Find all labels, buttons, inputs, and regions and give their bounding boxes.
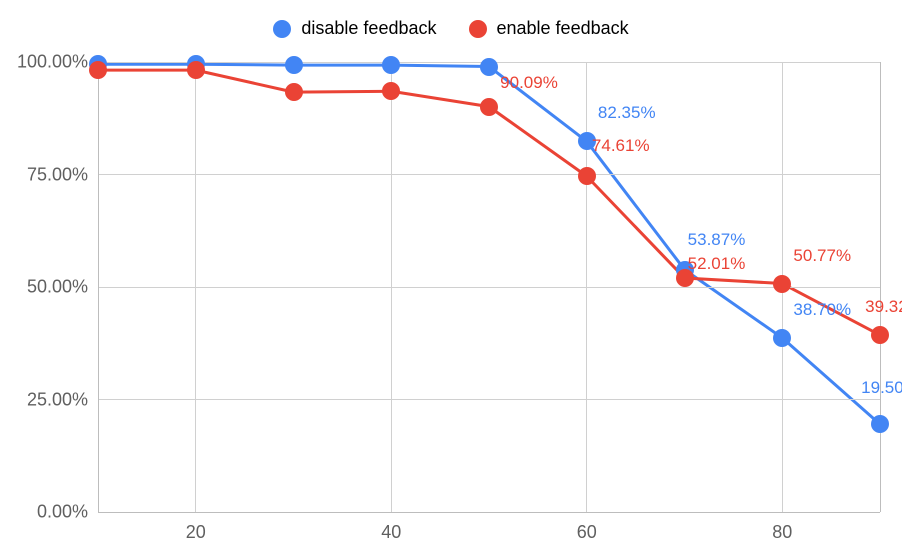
axis-border-left	[98, 62, 99, 512]
data-label: 53.87%	[688, 230, 746, 250]
legend-label: enable feedback	[497, 18, 629, 39]
legend-label: disable feedback	[301, 18, 436, 39]
x-axis-tick-label: 60	[577, 512, 597, 543]
series-marker	[285, 83, 303, 101]
y-axis-tick-label: 0.00%	[37, 502, 98, 523]
series-marker	[285, 56, 303, 74]
legend-swatch-icon	[273, 20, 291, 38]
series-marker	[578, 167, 596, 185]
gridline-horizontal	[98, 512, 880, 513]
y-axis-tick-label: 50.00%	[27, 277, 98, 298]
series-marker	[89, 61, 107, 79]
legend-item-enable-feedback: enable feedback	[469, 18, 629, 39]
series-marker	[187, 61, 205, 79]
data-label: 50.77%	[793, 246, 851, 266]
legend-swatch-icon	[469, 20, 487, 38]
series-marker	[480, 98, 498, 116]
series-marker	[480, 58, 498, 76]
x-axis-tick-label: 40	[381, 512, 401, 543]
gridline-vertical	[195, 62, 196, 512]
series-marker	[773, 275, 791, 293]
data-label: 74.61%	[592, 136, 650, 156]
data-label: 90.09%	[500, 73, 558, 93]
x-axis-tick-label: 80	[772, 512, 792, 543]
y-axis-tick-label: 75.00%	[27, 164, 98, 185]
gridline-horizontal	[98, 174, 880, 175]
series-marker	[871, 415, 889, 433]
plot-area: 0.00%25.00%50.00%75.00%100.00%2040608082…	[98, 62, 880, 512]
gridline-vertical	[391, 62, 392, 512]
series-marker	[773, 329, 791, 347]
series-line	[98, 64, 880, 424]
legend-item-disable-feedback: disable feedback	[273, 18, 436, 39]
chart-root: disable feedback enable feedback 0.00%25…	[0, 0, 902, 558]
y-axis-tick-label: 100.00%	[17, 52, 98, 73]
data-label: 82.35%	[598, 103, 656, 123]
data-label: 19.50%	[861, 378, 902, 398]
series-marker	[382, 82, 400, 100]
axis-border-right	[880, 62, 881, 512]
data-label: 52.01%	[688, 254, 746, 274]
series-marker	[871, 326, 889, 344]
gridline-horizontal	[98, 399, 880, 400]
x-axis-tick-label: 20	[186, 512, 206, 543]
data-label: 39.32%	[865, 297, 902, 317]
y-axis-tick-label: 25.00%	[27, 389, 98, 410]
gridline-vertical	[586, 62, 587, 512]
legend: disable feedback enable feedback	[0, 18, 902, 39]
gridline-horizontal	[98, 287, 880, 288]
data-label: 38.70%	[793, 300, 851, 320]
series-marker	[382, 56, 400, 74]
